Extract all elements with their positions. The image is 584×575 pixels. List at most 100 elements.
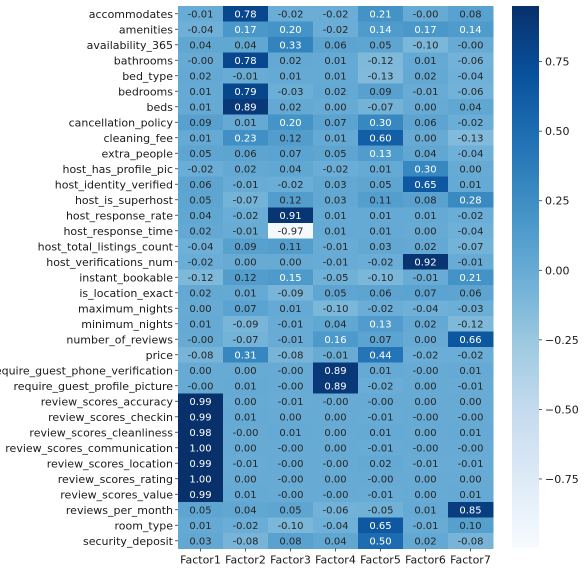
heatmap-cell	[448, 254, 494, 270]
heatmap-cell	[268, 331, 314, 348]
heatmap-cell	[403, 83, 449, 100]
heatmap-cell	[403, 269, 449, 286]
heatmap-cell	[403, 486, 449, 503]
row-label: cleaning_fee	[103, 132, 173, 145]
cell-value-label: -0.01	[368, 490, 394, 501]
cell-value-label: -0.10	[278, 521, 304, 532]
cell-value-label: 0.31	[234, 350, 256, 361]
heatmap-cell	[178, 114, 224, 131]
heatmap-cell	[403, 223, 449, 239]
heatmap-cell	[358, 486, 404, 503]
heatmap-cell	[358, 114, 404, 131]
heatmap-cell	[448, 285, 494, 301]
cell-value-label: 0.02	[414, 242, 436, 253]
heatmap-cell	[268, 99, 314, 115]
heatmap-cell	[448, 471, 494, 487]
cell-value-label: -0.01	[323, 242, 349, 253]
heatmap-cell	[268, 83, 314, 100]
row-label: price	[146, 349, 174, 362]
row-label: host_is_superhost	[75, 194, 174, 207]
cell-value-label: 0.00	[234, 443, 256, 454]
column-label: Factor1	[180, 554, 221, 567]
cell-value-label: 0.01	[324, 71, 346, 82]
cell-value-label: -0.07	[368, 102, 394, 113]
cell-value-label: 0.01	[189, 521, 211, 532]
cell-value-label: -0.00	[323, 490, 349, 501]
cell-value-label: 0.98	[189, 428, 211, 439]
cell-value-label: -0.01	[458, 381, 484, 392]
heatmap-cell	[268, 533, 314, 549]
heatmap-cell	[268, 192, 314, 208]
heatmap-cell	[448, 176, 494, 193]
cell-value-label: -0.06	[323, 505, 349, 516]
cell-value-label: 0.09	[189, 118, 211, 129]
cell-value-label: -0.00	[188, 56, 214, 67]
cell-value-label: -0.00	[368, 474, 394, 485]
heatmap-cell	[313, 409, 359, 425]
cell-value-label: -0.08	[458, 536, 484, 547]
heatmap-cell	[268, 424, 314, 441]
cell-value-label: 0.01	[234, 118, 256, 129]
cell-value-label: 0.00	[459, 164, 481, 175]
cell-value-label: -0.00	[413, 412, 439, 423]
row-label: security_deposit	[83, 535, 174, 548]
cell-value-label: -0.02	[323, 164, 349, 175]
cell-value-label: 0.01	[459, 490, 481, 501]
row-label: host_verifications_num	[46, 256, 173, 269]
cell-value-label: 0.02	[279, 102, 301, 113]
heatmap-cell	[223, 52, 269, 69]
cell-value-label: -0.01	[278, 319, 304, 330]
cell-value-label: 0.05	[279, 505, 301, 516]
heatmap-cell	[223, 37, 269, 53]
heatmap-cell	[403, 254, 449, 270]
heatmap-cell	[448, 6, 494, 22]
heatmap-cell	[223, 161, 269, 177]
heatmap-cell	[313, 223, 359, 239]
cell-value-label: 0.01	[324, 226, 346, 237]
heatmap-cell	[223, 192, 269, 208]
cell-value-label: -0.00	[278, 366, 304, 377]
heatmap-cell	[223, 393, 269, 410]
cell-value-label: 0.00	[414, 335, 436, 346]
cell-value-label: 0.44	[369, 350, 391, 361]
heatmap-cell	[268, 440, 314, 456]
cell-value-label: -0.01	[413, 273, 439, 284]
heatmap-cell	[358, 471, 404, 487]
cell-value-label: 0.00	[324, 443, 346, 454]
cell-value-label: -0.04	[323, 521, 349, 532]
heatmap-cell	[448, 223, 494, 239]
heatmap-cell	[448, 52, 494, 69]
cell-value-label: 0.02	[189, 71, 211, 82]
heatmap-cell	[358, 130, 404, 146]
heatmap-cell	[448, 83, 494, 100]
cell-value-label: 0.07	[414, 288, 436, 299]
heatmap-cell	[403, 176, 449, 193]
heatmap-cell	[358, 207, 404, 224]
cell-value-label: 0.02	[189, 288, 211, 299]
cell-value-label: 0.04	[459, 102, 481, 113]
cell-value-label: 0.08	[279, 536, 301, 547]
heatmap-cell	[358, 176, 404, 193]
heatmap-cell	[448, 300, 494, 317]
row-label: review_scores_rating	[58, 473, 173, 486]
row-label: availability_365	[87, 39, 173, 52]
cell-value-label: -0.00	[278, 474, 304, 485]
cell-value-label: 0.01	[279, 428, 301, 439]
row-label: require_guest_profile_picture	[13, 380, 173, 393]
heatmap-cell	[403, 37, 449, 53]
cell-value-label: -0.00	[278, 443, 304, 454]
heatmap-cell	[223, 440, 269, 456]
heatmap-cell	[223, 207, 269, 224]
cell-value-label: 0.21	[459, 273, 481, 284]
cell-value-label: -0.02	[458, 211, 484, 222]
cell-value-label: -0.00	[458, 443, 484, 454]
heatmap-cell	[403, 285, 449, 301]
cell-value-label: 0.01	[414, 56, 436, 67]
cell-value-label: 0.07	[234, 304, 256, 315]
heatmap-cell	[448, 269, 494, 286]
heatmap-cell	[403, 517, 449, 534]
heatmap-cell	[403, 378, 449, 394]
cell-value-label: 0.92	[414, 257, 436, 268]
heatmap-cell	[448, 517, 494, 534]
